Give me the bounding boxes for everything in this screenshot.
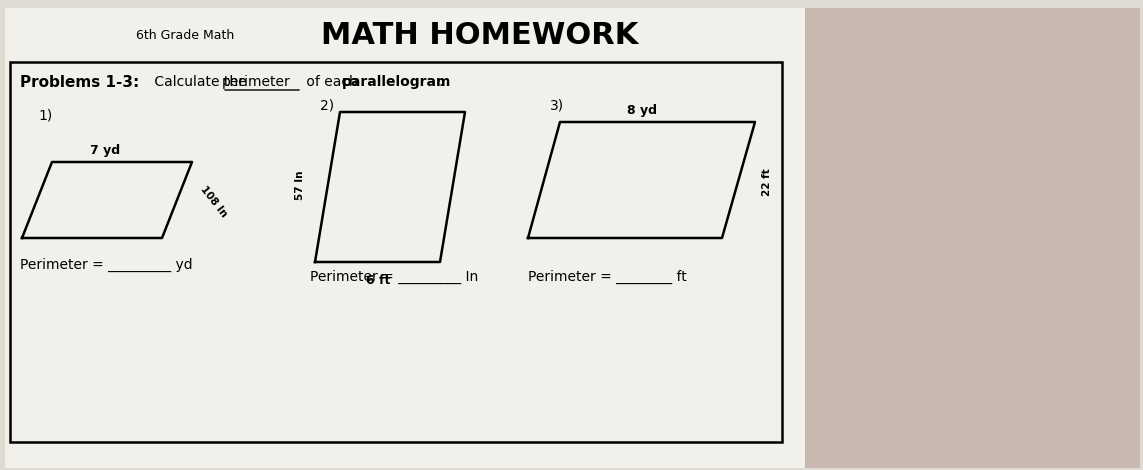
FancyBboxPatch shape	[5, 8, 805, 468]
Text: Perimeter = ________ ft: Perimeter = ________ ft	[528, 270, 687, 284]
Text: of each: of each	[302, 75, 362, 89]
Text: 6th Grade Math: 6th Grade Math	[136, 29, 234, 41]
Text: Perimeter = _________ In: Perimeter = _________ In	[310, 270, 478, 284]
Text: 22 ft: 22 ft	[762, 168, 772, 196]
Text: 1): 1)	[38, 108, 53, 122]
Text: 3): 3)	[550, 98, 565, 112]
FancyBboxPatch shape	[805, 8, 1140, 468]
Text: parallelogram: parallelogram	[342, 75, 451, 89]
Text: .: .	[438, 75, 442, 89]
Text: perimeter: perimeter	[222, 75, 290, 89]
Text: Problems 1-3:: Problems 1-3:	[19, 75, 139, 89]
Text: 108 In: 108 In	[198, 185, 229, 219]
Text: 6 ft: 6 ft	[366, 274, 390, 287]
Text: 57 In: 57 In	[295, 170, 305, 200]
Text: 8 yd: 8 yd	[628, 104, 657, 117]
Text: 7 yd: 7 yd	[90, 144, 120, 157]
Text: Calculate the: Calculate the	[150, 75, 251, 89]
Text: 2): 2)	[320, 98, 334, 112]
Text: MATH HOMEWORK: MATH HOMEWORK	[321, 21, 639, 49]
Text: Perimeter = _________ yd: Perimeter = _________ yd	[19, 258, 193, 272]
